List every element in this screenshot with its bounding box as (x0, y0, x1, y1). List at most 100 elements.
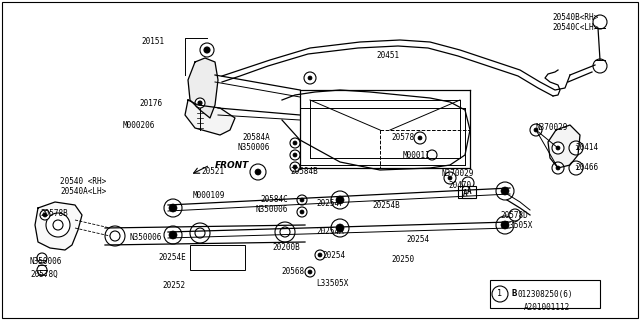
Circle shape (200, 43, 214, 57)
Circle shape (290, 150, 300, 160)
Circle shape (593, 59, 607, 73)
Circle shape (195, 98, 205, 108)
Text: 012308250(6): 012308250(6) (518, 290, 573, 299)
Circle shape (315, 250, 325, 260)
Circle shape (43, 213, 47, 217)
Text: 20584C: 20584C (260, 196, 288, 204)
Circle shape (105, 226, 125, 246)
Bar (490, 280, 600, 308)
Text: 20578D: 20578D (500, 211, 528, 220)
Text: 20540A<LH>: 20540A<LH> (60, 188, 106, 196)
Circle shape (305, 267, 315, 277)
Text: 20151: 20151 (142, 37, 165, 46)
Circle shape (290, 138, 300, 148)
Text: 20254E: 20254E (158, 252, 186, 261)
Text: L33505X: L33505X (316, 279, 348, 289)
Text: L33505X: L33505X (500, 221, 532, 230)
Circle shape (556, 146, 560, 150)
Circle shape (300, 210, 304, 214)
Circle shape (448, 176, 452, 180)
Circle shape (255, 169, 261, 175)
Circle shape (496, 216, 514, 234)
Circle shape (290, 162, 300, 172)
Circle shape (46, 213, 70, 237)
Text: N370029: N370029 (536, 124, 568, 132)
Text: N350006: N350006 (237, 142, 270, 151)
Circle shape (593, 15, 607, 29)
Text: 1: 1 (497, 290, 502, 299)
Text: A: A (463, 188, 467, 197)
Circle shape (501, 187, 509, 195)
Circle shape (318, 253, 322, 257)
Circle shape (530, 124, 542, 136)
Circle shape (293, 165, 297, 169)
Text: M00011: M00011 (403, 150, 430, 159)
Text: 20470: 20470 (448, 180, 471, 189)
Circle shape (280, 227, 290, 237)
Text: FRONT: FRONT (215, 161, 249, 170)
Text: N350006: N350006 (30, 258, 62, 267)
Text: 1: 1 (574, 145, 578, 151)
Text: N350006: N350006 (255, 205, 288, 214)
Bar (462, 186, 476, 198)
Text: M000206: M000206 (123, 122, 155, 131)
Text: 1: 1 (574, 165, 578, 171)
Text: 20254: 20254 (407, 236, 430, 244)
Text: 20568: 20568 (282, 268, 305, 276)
Circle shape (300, 198, 304, 202)
Text: 20200B: 20200B (272, 244, 300, 252)
Circle shape (552, 162, 564, 174)
Circle shape (552, 142, 564, 154)
Text: 20584A: 20584A (243, 132, 270, 141)
Text: B: B (511, 290, 516, 299)
Circle shape (496, 182, 514, 200)
Text: 20584B: 20584B (290, 167, 317, 177)
Text: 20252: 20252 (163, 281, 186, 290)
Circle shape (53, 220, 63, 230)
Circle shape (293, 153, 297, 157)
Text: 20521: 20521 (202, 167, 225, 177)
Circle shape (164, 199, 182, 217)
Circle shape (37, 253, 47, 263)
Text: N350006: N350006 (130, 234, 162, 243)
Text: 20451: 20451 (377, 52, 400, 60)
Text: 20578Q: 20578Q (30, 269, 58, 278)
Polygon shape (35, 202, 82, 250)
Polygon shape (188, 58, 218, 118)
Circle shape (204, 47, 210, 53)
Circle shape (414, 132, 426, 144)
Text: 20578B: 20578B (40, 210, 68, 219)
Text: 20254: 20254 (322, 251, 345, 260)
Circle shape (331, 219, 349, 237)
Circle shape (308, 76, 312, 80)
Text: 20250: 20250 (392, 255, 415, 265)
Text: 20540C<LH>: 20540C<LH> (552, 23, 598, 33)
Circle shape (534, 128, 538, 132)
Circle shape (169, 204, 177, 212)
Circle shape (336, 196, 344, 204)
Circle shape (556, 166, 560, 170)
Circle shape (297, 207, 307, 217)
Text: M000109: M000109 (193, 191, 225, 201)
Circle shape (308, 270, 312, 274)
Circle shape (509, 209, 521, 221)
Circle shape (297, 195, 307, 205)
Text: 20578: 20578 (392, 133, 415, 142)
Text: A201001112: A201001112 (524, 303, 570, 313)
Bar (458, 186, 472, 198)
Text: 20254B: 20254B (372, 201, 400, 210)
Circle shape (164, 226, 182, 244)
Circle shape (336, 224, 344, 232)
Polygon shape (185, 100, 235, 135)
Circle shape (418, 136, 422, 140)
Circle shape (190, 223, 210, 243)
Circle shape (37, 265, 47, 275)
Circle shape (250, 164, 266, 180)
Circle shape (40, 210, 50, 220)
Text: 20540 <RH>: 20540 <RH> (60, 178, 106, 187)
Circle shape (293, 141, 297, 145)
Circle shape (169, 231, 177, 239)
Circle shape (462, 177, 474, 189)
Text: 20254A: 20254A (316, 227, 344, 236)
Text: 20414: 20414 (575, 143, 598, 153)
